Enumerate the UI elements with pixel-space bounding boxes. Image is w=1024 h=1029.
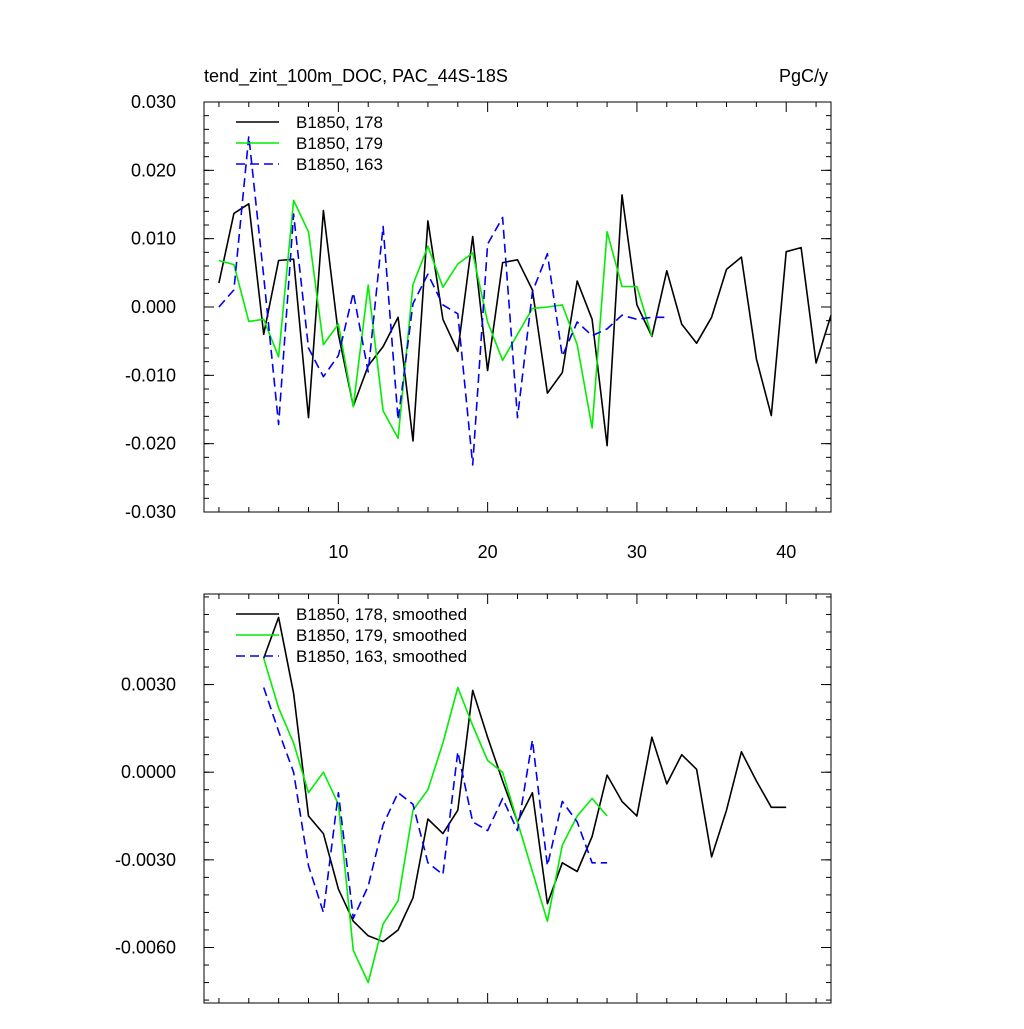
y-tick-label: 0.030 bbox=[131, 92, 176, 112]
legend-label: B1850, 163, smoothed bbox=[296, 647, 467, 666]
axis-ticks: -0.0060 -0.0030 0.0000 0.0030 bbox=[115, 594, 831, 1003]
legend-label: B1850, 179, smoothed bbox=[296, 626, 467, 645]
y-tick-label: 0.020 bbox=[131, 160, 176, 180]
legend-label: B1850, 178 bbox=[296, 113, 383, 132]
y-tick-label: -0.0060 bbox=[115, 937, 176, 957]
y-tick-label: -0.030 bbox=[125, 502, 176, 522]
series-line-1 bbox=[218, 194, 832, 447]
y-tick-label: 0.0030 bbox=[121, 675, 176, 695]
legend: B1850, 178 B1850, 179 B1850, 163 bbox=[236, 113, 383, 174]
series-line-3 bbox=[218, 135, 667, 466]
units-label: PgC/y bbox=[779, 66, 828, 86]
y-tick-label: 0.0000 bbox=[121, 762, 176, 782]
series-group bbox=[262, 616, 787, 984]
y-tick-label: 0.000 bbox=[131, 297, 176, 317]
y-tick-label: -0.0030 bbox=[115, 850, 176, 870]
series-line-2 bbox=[262, 658, 608, 984]
legend: B1850, 178, smoothed B1850, 179, smoothed… bbox=[236, 605, 467, 666]
y-tick-label: -0.010 bbox=[125, 365, 176, 385]
series-line-1 bbox=[262, 616, 787, 943]
top-panel: tend_zint_100m_DOC, PAC_44S-18S PgC/y -0… bbox=[125, 66, 832, 562]
series-line-3 bbox=[262, 687, 608, 920]
x-tick-label: 30 bbox=[627, 542, 647, 562]
legend-label: B1850, 163 bbox=[296, 155, 383, 174]
legend-label: B1850, 178, smoothed bbox=[296, 605, 467, 624]
series-line-2 bbox=[218, 199, 653, 440]
bottom-panel: -0.0060 -0.0030 0.0000 0.0030 B1850, 178, s… bbox=[115, 593, 832, 1004]
axis-ticks: -0.030 -0.020 -0.010 0.000 0.010 0.020 0.030 10… bbox=[125, 92, 831, 562]
chart-title: tend_zint_100m_DOC, PAC_44S-18S bbox=[204, 66, 508, 87]
y-tick-label: 0.010 bbox=[131, 229, 176, 249]
x-tick-label: 20 bbox=[478, 542, 498, 562]
series-group bbox=[218, 135, 832, 466]
y-tick-label: -0.020 bbox=[125, 434, 176, 454]
legend-label: B1850, 179 bbox=[296, 134, 383, 153]
x-tick-label: 10 bbox=[328, 542, 348, 562]
x-tick-label: 40 bbox=[776, 542, 796, 562]
